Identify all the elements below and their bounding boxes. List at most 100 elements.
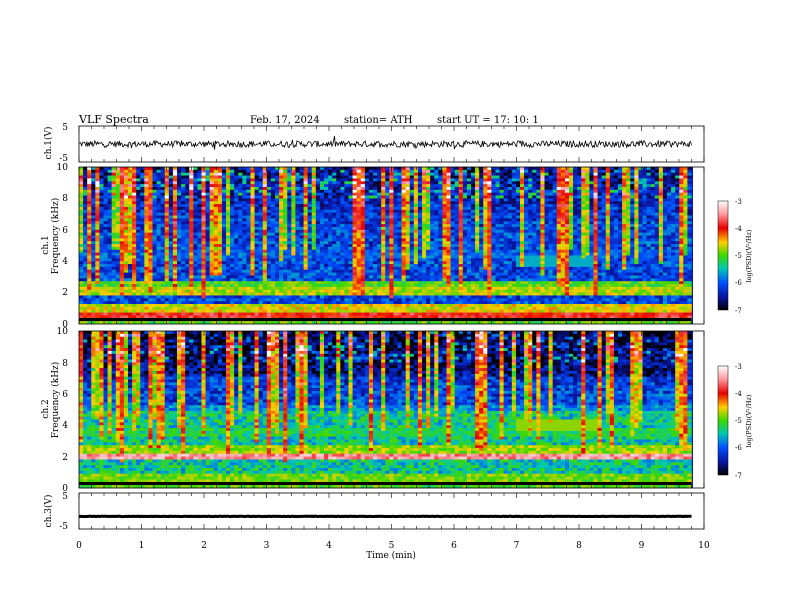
spectrogram-cell xyxy=(573,252,578,256)
spectrogram-cell xyxy=(618,226,623,231)
spectrogram-cell xyxy=(495,169,500,173)
spectrogram-cell xyxy=(405,204,411,208)
spectrogram-cell xyxy=(613,169,619,173)
spectrogram-cell xyxy=(471,224,476,228)
spectrogram-cell xyxy=(458,212,464,216)
spectrogram-cell xyxy=(119,218,125,222)
spectrogram-cell xyxy=(540,204,545,208)
spectrogram-cell xyxy=(115,218,121,222)
spectrogram-cell xyxy=(393,195,398,199)
spectrogram-cell xyxy=(364,169,370,173)
spectrogram-cell xyxy=(397,206,402,211)
spectrogram-cell xyxy=(401,235,406,239)
spectrogram-cell xyxy=(209,249,215,253)
spectrogram-cell xyxy=(368,192,374,196)
spectrogram-cell xyxy=(115,226,121,231)
spectrogram-cell xyxy=(511,246,517,251)
spectrogram-cell xyxy=(446,232,451,236)
spectrogram-cell xyxy=(393,241,398,245)
spectrogram-cell xyxy=(111,167,117,171)
spectrogram-cell xyxy=(409,224,415,228)
spectrogram-cell xyxy=(675,201,680,205)
spectrogram-cell xyxy=(246,241,251,245)
spectrogram-cell xyxy=(687,209,692,213)
spectrogram-cell xyxy=(417,201,423,205)
spectrogram-cell xyxy=(148,229,153,233)
spectrogram-cell xyxy=(185,178,190,182)
spectrogram-cell xyxy=(552,221,558,225)
spectrogram-cell xyxy=(377,249,382,253)
spectrogram-cell xyxy=(238,184,243,188)
spectrogram-cell xyxy=(520,189,525,193)
spectrogram-cell xyxy=(552,192,558,196)
spectrogram-cell xyxy=(283,209,288,213)
spectrogram-cell xyxy=(462,172,468,176)
spectrogram-cell xyxy=(687,241,692,245)
spectrogram-cell xyxy=(642,246,647,251)
spectrogram-cell xyxy=(152,167,157,171)
spectrogram-cell xyxy=(295,172,300,176)
spectrogram-cell xyxy=(683,169,688,173)
spectrogram-cell xyxy=(515,255,521,259)
spectrogram-cell xyxy=(115,232,121,236)
spectrogram-cell xyxy=(87,167,92,171)
spectrogram-cell xyxy=(111,172,117,176)
spectrogram-cell xyxy=(532,186,537,191)
spectrogram-cell xyxy=(569,201,574,205)
spectrogram-cell xyxy=(605,255,611,259)
spectrogram-cell xyxy=(499,201,504,205)
spectrogram-cell xyxy=(413,169,419,173)
spectrogram-cell xyxy=(201,169,206,173)
spectrogram-cell xyxy=(397,224,402,228)
spectrogram-cell xyxy=(393,235,398,239)
spectrogram-cell xyxy=(152,198,157,202)
spectrogram-cell xyxy=(356,215,362,219)
spectrogram-cell xyxy=(552,224,558,228)
spectrogram-cell xyxy=(495,215,500,219)
spectrogram-cell xyxy=(168,249,174,253)
spectrogram-cell xyxy=(540,195,545,199)
spectrogram-cell xyxy=(524,215,529,219)
spectrogram-cell xyxy=(291,215,296,219)
spectrogram-cell xyxy=(266,192,272,196)
spectrogram-cell xyxy=(520,169,525,173)
spectrogram-cell xyxy=(438,255,443,259)
spectrogram-cell xyxy=(360,167,366,171)
spectrogram-cell xyxy=(87,212,92,216)
spectrogram-cell xyxy=(348,169,353,173)
spectrogram-cell xyxy=(356,244,362,248)
spectrogram-cell xyxy=(548,218,553,222)
spectrogram-cell xyxy=(287,229,292,233)
spectrogram-cell xyxy=(434,178,439,182)
spectrogram-cell xyxy=(634,244,639,248)
spectrogram-cell xyxy=(491,186,496,191)
spectrogram-cell xyxy=(95,169,100,173)
spectrogram-cell xyxy=(438,204,443,208)
spectrogram-cell xyxy=(393,189,398,193)
spectrogram-cell xyxy=(111,241,117,245)
spectrogram-cell xyxy=(258,186,264,191)
spectrogram-cell xyxy=(360,178,366,182)
spectrogram-cell xyxy=(103,172,108,176)
spectrogram-cell xyxy=(605,201,611,205)
spectrogram-cell xyxy=(658,167,664,171)
spectrogram-cell xyxy=(99,215,104,219)
spectrogram-cell xyxy=(311,229,317,233)
spectrogram-cell xyxy=(160,255,166,259)
spectrogram-cell xyxy=(283,238,288,242)
spectrogram-cell xyxy=(585,241,590,245)
spectrogram-cell xyxy=(577,221,582,225)
spectrogram-cell xyxy=(283,226,288,231)
spectrogram-cell xyxy=(111,249,117,253)
spectrogram-cell xyxy=(438,206,443,211)
spectrogram-cell xyxy=(466,241,472,245)
spectrogram-cell xyxy=(209,198,215,202)
spectrogram-cell xyxy=(650,249,656,253)
spectrogram-cell xyxy=(291,252,296,256)
spectrogram-cell xyxy=(311,241,317,245)
spectrogram-cell xyxy=(581,249,586,253)
spectrogram-cell xyxy=(148,235,153,239)
spectrogram-cell xyxy=(654,189,660,193)
spectrogram-cell xyxy=(303,215,308,219)
